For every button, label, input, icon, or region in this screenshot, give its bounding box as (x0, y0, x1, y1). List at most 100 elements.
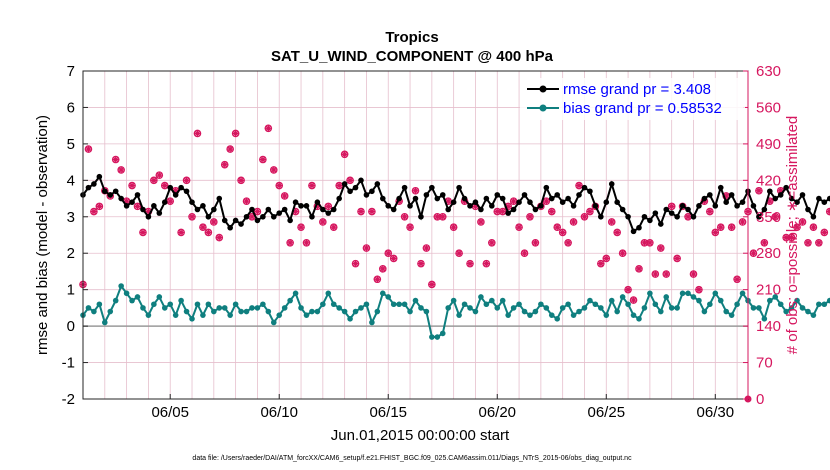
obs-assimilated-marker (586, 208, 594, 216)
obs-assimilated-marker (297, 223, 305, 231)
bias-point (379, 290, 386, 297)
obs-assimilated-marker (477, 218, 485, 226)
obs-assimilated-stroke (663, 270, 670, 278)
legend-bias-marker (539, 104, 547, 112)
obs-assimilated-stroke (755, 187, 762, 194)
obs-assimilated-marker (412, 187, 419, 195)
bias-point (543, 305, 550, 311)
y-tick-label-left: 3 (67, 209, 75, 226)
obs-assimilated-marker (782, 234, 790, 242)
bias-point (189, 316, 195, 322)
bias-point (483, 301, 490, 308)
obs-assimilated-stroke (652, 270, 659, 278)
obs-assimilated-marker (542, 197, 550, 205)
obs-assimilated-stroke (815, 239, 822, 246)
rmse-point (412, 195, 419, 202)
rmse-point (767, 188, 773, 195)
bias-point (134, 294, 141, 300)
obs-assimilated-marker (488, 239, 496, 247)
y-axis-label-left: rmse and bias (model - observation) (34, 115, 51, 355)
bias-point (598, 305, 604, 311)
obs-assimilated-stroke (194, 130, 201, 137)
rmse-point (390, 206, 397, 213)
obs-assimilated-marker (128, 182, 136, 190)
rmse-point (352, 184, 359, 191)
obs-assimilated-stroke (385, 250, 392, 257)
obs-assimilated-marker (450, 223, 458, 231)
obs-assimilated-stroke (450, 224, 457, 231)
obs-assimilated-marker (624, 286, 632, 294)
obs-assimilated-stroke (646, 239, 653, 246)
y-tick-label-right: 0 (756, 391, 764, 408)
obs-assimilated-stroke (799, 218, 806, 226)
rmse-point (134, 192, 141, 198)
x-tick-label: 06/25 (588, 404, 626, 421)
bias-point (401, 301, 408, 308)
bias-point (739, 290, 746, 297)
bias-point (418, 305, 424, 311)
rmse-point (363, 192, 370, 198)
bias-point (647, 290, 653, 297)
rmse-point (772, 195, 779, 202)
rmse-point (821, 199, 828, 205)
obs-assimilated-stroke (575, 182, 583, 189)
rmse-point (734, 203, 740, 209)
obs-assimilated-marker (237, 176, 245, 184)
bias-point (685, 290, 691, 297)
bias-point (756, 305, 762, 311)
rmse-point (450, 199, 457, 205)
bias-point (696, 297, 702, 304)
bias-point (783, 308, 789, 315)
bias-point (243, 308, 250, 315)
bias-point (254, 305, 261, 311)
obs-assimilated-stroke (265, 125, 272, 132)
obs-assimilated-marker (804, 239, 812, 247)
rmse-point (483, 195, 490, 202)
obs-assimilated-marker (482, 260, 490, 268)
x-tick-label: 06/30 (697, 404, 735, 421)
rmse-point (401, 184, 408, 191)
bias-point (712, 290, 719, 297)
obs-assimilated-stroke (543, 198, 550, 205)
obs-assimilated-stroke (428, 281, 435, 288)
obs-assimilated-marker (112, 156, 120, 164)
obs-assimilated-stroke (630, 297, 637, 304)
rmse-point (167, 184, 174, 191)
obs-assimilated-stroke (210, 218, 217, 226)
obs-assimilated-marker (166, 197, 174, 205)
bias-point (183, 308, 190, 315)
rmse-point (532, 206, 539, 213)
bias-point (723, 308, 729, 315)
obs-assimilated-marker (826, 208, 830, 216)
obs-assimilated-stroke (90, 208, 97, 215)
obs-assimilated-marker (521, 249, 529, 257)
obs-assimilated-marker (575, 182, 583, 190)
obs-assimilated-marker (324, 202, 332, 210)
obs-assimilated-marker (275, 182, 283, 190)
bias-point (652, 301, 659, 308)
obs-assimilated-marker (657, 244, 665, 252)
obs-assimilated-marker (368, 208, 376, 216)
bias-point (287, 297, 293, 304)
obs-assimilated-marker (668, 202, 676, 210)
obs-assimilated-marker (646, 239, 654, 247)
obs-assimilated-stroke (406, 224, 414, 231)
bias-point (608, 297, 615, 304)
bias-point (298, 305, 304, 311)
y-tick-label-left: -1 (62, 355, 75, 372)
rmse-point (260, 213, 266, 220)
obs-assimilated-stroke (188, 213, 196, 220)
rmse-point (510, 206, 517, 213)
obs-assimilated-marker (319, 218, 327, 226)
legend-bias-label: bias grand pr = 0.58532 (563, 100, 722, 117)
rmse-point (178, 184, 184, 191)
obs-assimilated-stroke (357, 208, 365, 215)
obs-assimilated-stroke (783, 234, 790, 241)
obs-assimilated-marker (613, 228, 621, 236)
bias-point (461, 301, 468, 308)
bias-point (826, 297, 830, 304)
obs-assimilated-stroke (205, 229, 212, 236)
bias-point (587, 297, 593, 304)
rmse-point (254, 217, 261, 224)
obs-assimilated-stroke (330, 224, 337, 231)
